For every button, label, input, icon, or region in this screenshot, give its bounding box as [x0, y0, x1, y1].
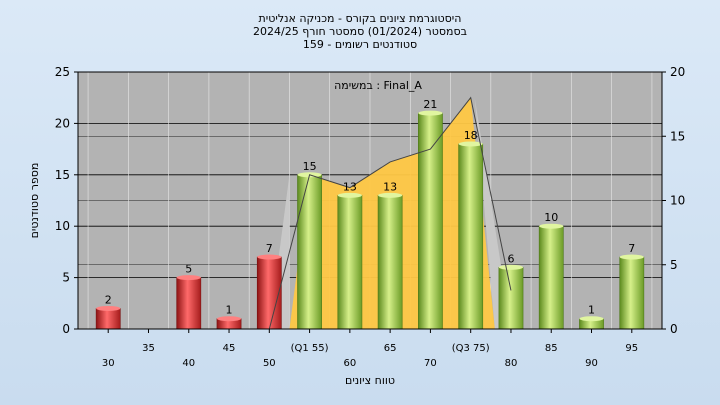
bar: [498, 267, 524, 330]
bar: [176, 277, 202, 330]
line-polyline: [268, 96, 512, 330]
bar-top: [176, 275, 201, 281]
bar: [256, 256, 282, 330]
y2-tick-label: 10: [670, 194, 685, 208]
x-tick-label: 30: [102, 358, 115, 369]
data-label: 1: [226, 304, 233, 317]
y2-tick-label: 15: [670, 129, 685, 143]
x-tick-label: 70: [424, 358, 437, 369]
chart-title: היסטוגרמת ציונים בקורס - מכניקה אנליטית: [258, 12, 462, 25]
bar: [337, 195, 363, 330]
bar: [619, 256, 645, 330]
bar: [418, 112, 443, 330]
y-tick-label: 15: [55, 168, 70, 182]
x-tick-label: 35: [142, 343, 155, 354]
bar-top: [257, 254, 282, 260]
y-tick-label: 0: [62, 322, 70, 336]
x-tick-label: 45: [223, 343, 236, 354]
grid-lines: [78, 71, 662, 330]
x-tick-label: 95: [625, 343, 638, 354]
bar-top: [579, 316, 604, 322]
x-tick-label: 65: [384, 343, 397, 354]
bar-top: [337, 192, 362, 198]
data-label: 18: [464, 129, 478, 142]
bar: [538, 225, 564, 330]
bar-top: [619, 254, 644, 260]
data-label: 10: [544, 211, 558, 224]
y-tick-label: 25: [55, 65, 70, 79]
data-label: 13: [343, 180, 357, 193]
data-label: 2: [105, 293, 112, 306]
x-tick-label: 80: [505, 358, 518, 369]
bar: [458, 143, 484, 330]
data-label: 21: [423, 98, 437, 111]
y2-tick-label: 0: [670, 322, 678, 336]
data-label: 15: [303, 160, 317, 173]
y2-tick-label: 5: [670, 258, 678, 272]
bar-series: [95, 110, 645, 330]
line-series: [268, 96, 512, 330]
x-tick-label: (Q1 55): [291, 343, 329, 354]
bar-top: [418, 110, 443, 116]
x-tick-label: 85: [545, 343, 558, 354]
data-label: 7: [266, 242, 273, 255]
x-tick-label: 50: [263, 358, 276, 369]
bar-top: [378, 192, 403, 198]
data-label: 6: [507, 252, 514, 265]
x-tick-label: 90: [585, 358, 598, 369]
chart-subtitle: בסמסטר (01/2024) סמסטר חורף 2024/25: [253, 25, 467, 38]
bar-top: [498, 264, 524, 270]
bar: [377, 195, 403, 330]
data-label: 7: [628, 242, 635, 255]
chart-subtitle-students: סטודנטים רשומים - 159: [302, 38, 418, 51]
x-tick-label: 40: [182, 358, 195, 369]
bar-top: [539, 223, 564, 229]
data-label: 1: [588, 304, 595, 317]
y-tick-label: 10: [55, 219, 70, 233]
y-axis-title: מספר סטודנטים: [28, 163, 41, 239]
x-axis-title: טווח ציונים: [345, 374, 395, 387]
bar-top: [216, 316, 242, 322]
bar: [95, 308, 121, 330]
y2-tick-label: 20: [670, 65, 685, 79]
y-tick-label: 20: [55, 116, 70, 130]
bar-top: [96, 305, 121, 311]
bar: [297, 174, 322, 330]
x-tick-label: 60: [343, 358, 356, 369]
x-tick-label: (Q3 75): [452, 343, 490, 354]
y-tick-label: 5: [62, 271, 70, 285]
data-label: 13: [383, 180, 397, 193]
chart-annotation: במשימה : Final_A: [334, 79, 422, 92]
data-label: 5: [185, 263, 192, 276]
bar-top: [458, 141, 483, 147]
